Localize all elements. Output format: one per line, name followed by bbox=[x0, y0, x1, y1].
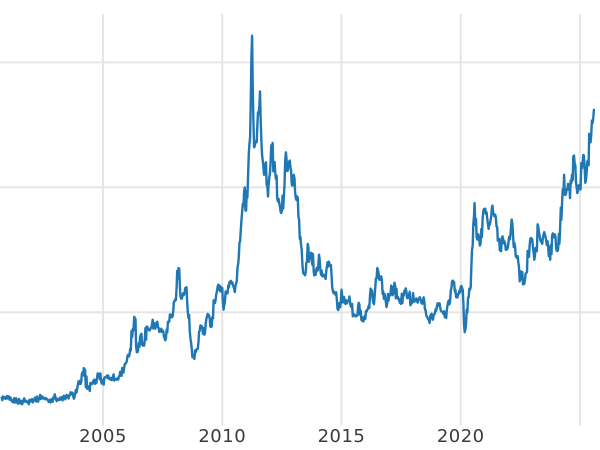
x-tick-label-2010: 2010 bbox=[198, 426, 247, 447]
price-line-series bbox=[0, 34, 596, 406]
gridlines bbox=[0, 14, 600, 426]
x-tick-label-2005: 2005 bbox=[79, 426, 127, 447]
x-tick-label-2015: 2015 bbox=[317, 426, 366, 447]
x-tick-label-2020: 2020 bbox=[436, 426, 485, 447]
